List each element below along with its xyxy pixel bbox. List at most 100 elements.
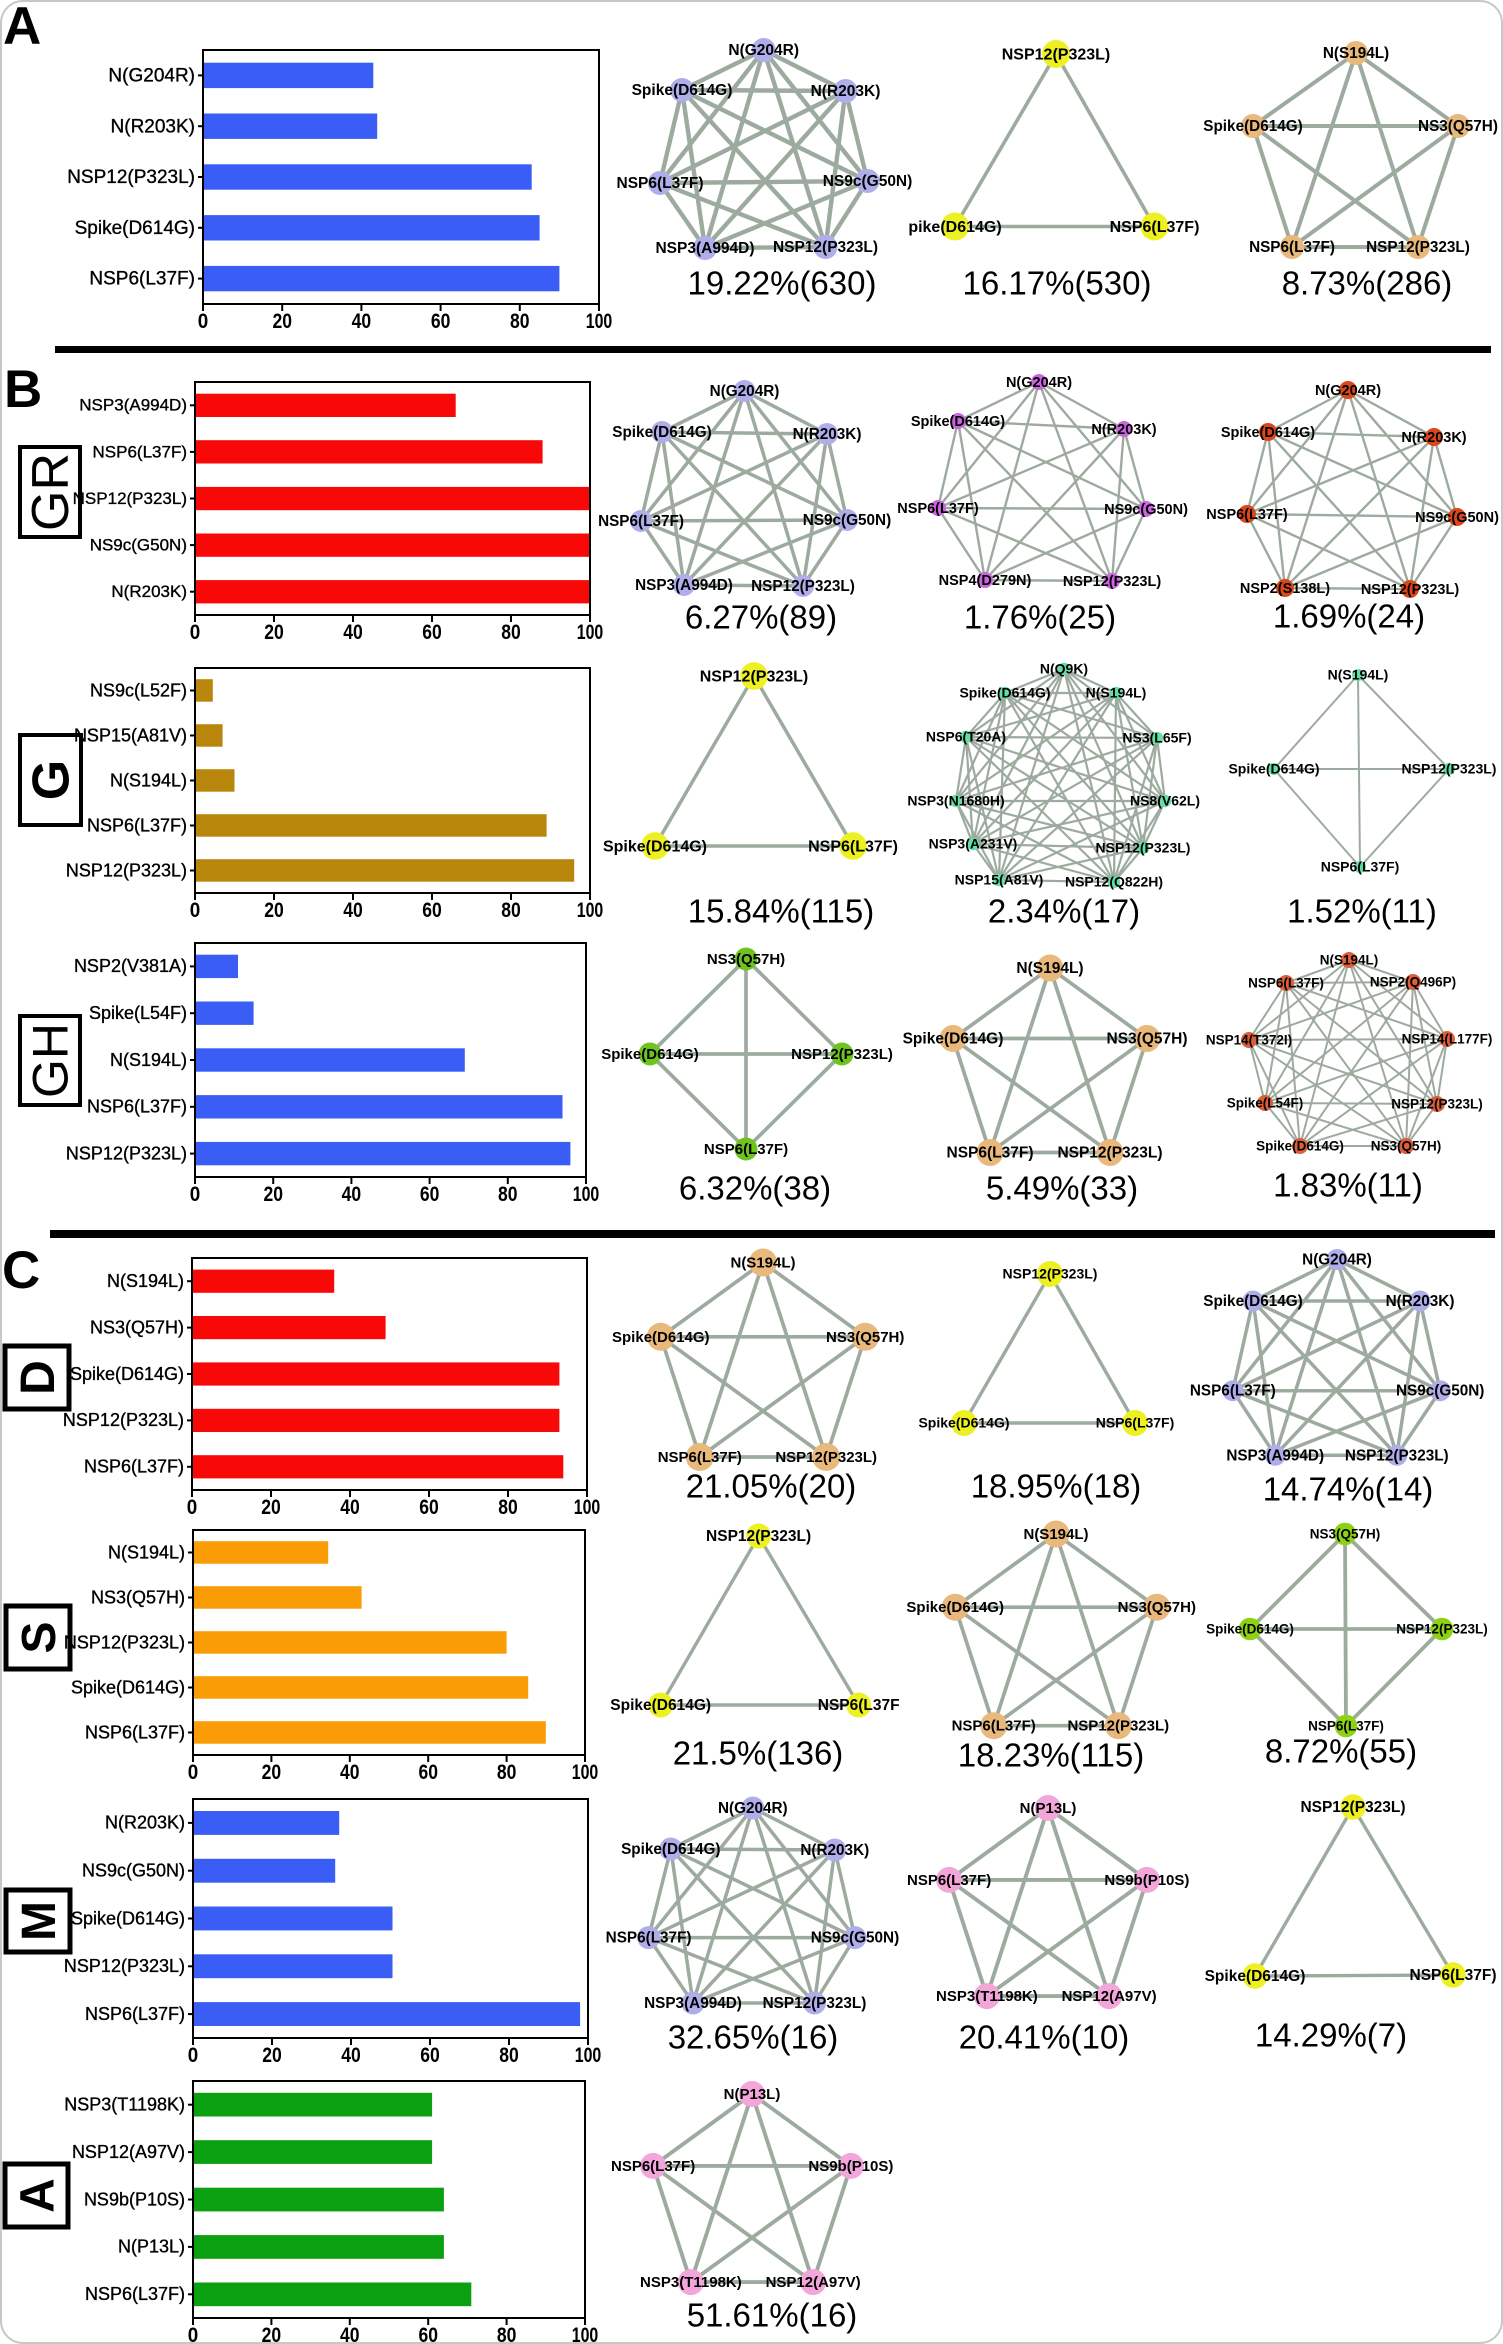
svg-text:NSP6(L37F): NSP6(L37F) xyxy=(808,838,898,855)
svg-text:A: A xyxy=(3,0,41,56)
svg-text:N(S194L): N(S194L) xyxy=(108,1542,185,1562)
svg-text:80: 80 xyxy=(497,1761,517,1784)
svg-text:100: 100 xyxy=(577,621,604,644)
svg-text:NSP2(S138L): NSP2(S138L) xyxy=(1240,581,1330,597)
svg-text:NS3(Q57H): NS3(Q57H) xyxy=(1371,1139,1442,1154)
svg-text:40: 40 xyxy=(340,1761,360,1784)
svg-text:60: 60 xyxy=(418,1761,438,1784)
svg-text:NSP12(P323L): NSP12(P323L) xyxy=(63,1410,184,1430)
svg-text:G: G xyxy=(23,760,81,800)
svg-text:40: 40 xyxy=(352,310,372,333)
svg-text:Spike(D614G): Spike(D614G) xyxy=(1221,425,1315,441)
svg-text:NSP12(P323L): NSP12(P323L) xyxy=(1402,761,1497,777)
svg-text:Spike(D614G): Spike(D614G) xyxy=(632,82,733,99)
svg-text:N(S194L): N(S194L) xyxy=(1086,685,1147,701)
svg-text:NSP2(V381A): NSP2(V381A) xyxy=(74,956,187,976)
svg-text:NSP6(L37F): NSP6(L37F) xyxy=(1096,1415,1175,1431)
svg-text:N(G204R): N(G204R) xyxy=(718,1800,788,1817)
svg-text:60: 60 xyxy=(420,2044,440,2067)
svg-text:20: 20 xyxy=(264,621,284,644)
svg-text:NSP6(L37F): NSP6(L37F) xyxy=(658,1449,742,1466)
svg-text:N(S194L): N(S194L) xyxy=(1016,960,1083,977)
svg-text:Spike(D614G): Spike(D614G) xyxy=(1205,1968,1306,1985)
svg-text:20: 20 xyxy=(262,2324,282,2344)
svg-text:NSP6(L37F): NSP6(L37F) xyxy=(1110,219,1200,236)
svg-text:N(R203K): N(R203K) xyxy=(105,1813,185,1833)
svg-text:5.49%(33): 5.49%(33) xyxy=(986,1170,1138,1207)
svg-text:NSP3(A994D): NSP3(A994D) xyxy=(655,240,754,257)
svg-text:A: A xyxy=(11,2178,64,2213)
svg-text:NS9b(P10S): NS9b(P10S) xyxy=(808,2158,893,2175)
svg-text:60: 60 xyxy=(420,1183,440,1206)
svg-text:Spike(D614G): Spike(D614G) xyxy=(1228,761,1319,777)
svg-text:N(P13L): N(P13L) xyxy=(118,2237,185,2257)
svg-text:NSP6(L37F): NSP6(L37F) xyxy=(85,2004,185,2024)
svg-text:N(S194L): N(S194L) xyxy=(1328,667,1389,683)
svg-text:NS3(Q57H): NS3(Q57H) xyxy=(707,951,785,968)
svg-text:NSP3(T1198K): NSP3(T1198K) xyxy=(640,2274,742,2291)
svg-text:NSP15(A81V): NSP15(A81V) xyxy=(955,872,1044,888)
svg-text:N(G204R): N(G204R) xyxy=(108,66,195,87)
svg-text:NSP12(P323L): NSP12(P323L) xyxy=(751,578,855,595)
svg-text:NSP6(L37F): NSP6(L37F) xyxy=(87,1097,187,1117)
svg-text:Spike(D614G): Spike(D614G) xyxy=(75,218,195,239)
svg-text:NS3(Q57H): NS3(Q57H) xyxy=(826,1329,904,1346)
svg-text:N(R203K): N(R203K) xyxy=(1401,430,1466,446)
svg-text:100: 100 xyxy=(572,2324,599,2344)
svg-text:60: 60 xyxy=(422,899,442,922)
svg-text:NSP12(P323L): NSP12(P323L) xyxy=(66,860,187,880)
svg-text:NSP6(L37F): NSP6(L37F) xyxy=(907,1872,991,1889)
svg-text:NSP6(L37F): NSP6(L37F) xyxy=(617,175,704,192)
svg-text:6.27%(89): 6.27%(89) xyxy=(685,599,837,636)
svg-text:Spike(D614G): Spike(D614G) xyxy=(70,1364,184,1384)
svg-text:NSP6(L37F): NSP6(L37F) xyxy=(611,2158,695,2175)
svg-text:NSP6(L37F): NSP6(L37F) xyxy=(85,2284,185,2304)
svg-text:0: 0 xyxy=(190,621,201,644)
svg-text:NSP6(L37F): NSP6(L37F) xyxy=(1248,976,1324,991)
svg-text:N(S194L): N(S194L) xyxy=(730,1255,795,1272)
svg-text:NSP4(D279N): NSP4(D279N) xyxy=(939,573,1032,589)
svg-text:40: 40 xyxy=(341,2044,361,2067)
svg-text:NSP12(P323L): NSP12(P323L) xyxy=(791,1046,893,1063)
svg-text:Spike(D614G): Spike(D614G) xyxy=(903,1031,1004,1048)
svg-text:NS9b(P10S): NS9b(P10S) xyxy=(1104,1872,1189,1889)
svg-text:NSP12(P323L): NSP12(P323L) xyxy=(64,1956,185,1976)
svg-text:NSP12(A97V): NSP12(A97V) xyxy=(1062,1988,1157,2005)
svg-text:M: M xyxy=(13,1901,66,1941)
svg-text:NS9c(G50N): NS9c(G50N) xyxy=(82,1861,185,1881)
svg-text:20: 20 xyxy=(262,1761,282,1784)
svg-text:100: 100 xyxy=(572,1761,599,1784)
svg-text:60: 60 xyxy=(431,310,451,333)
svg-text:NSP14(L177F): NSP14(L177F) xyxy=(1402,1032,1493,1047)
svg-text:NS3(Q57H): NS3(Q57H) xyxy=(90,1317,184,1337)
svg-text:51.61%(16): 51.61%(16) xyxy=(687,2297,858,2334)
svg-text:NSP3(A994D): NSP3(A994D) xyxy=(79,396,187,415)
svg-text:NSP6(L37F): NSP6(L37F) xyxy=(93,442,187,461)
svg-text:100: 100 xyxy=(575,2044,602,2067)
svg-text:NS3(Q57H): NS3(Q57H) xyxy=(91,1587,185,1607)
svg-text:NS9c(G50N): NS9c(G50N) xyxy=(803,512,891,529)
svg-text:NSP12(P323L): NSP12(P323L) xyxy=(1366,239,1470,256)
svg-text:N(R203K): N(R203K) xyxy=(793,426,862,443)
svg-text:6.32%(38): 6.32%(38) xyxy=(679,1170,831,1207)
svg-text:NSP12(P323L): NSP12(P323L) xyxy=(67,167,195,188)
svg-text:NSP14(T372I): NSP14(T372I) xyxy=(1206,1033,1292,1048)
svg-text:Spike(D614G): Spike(D614G) xyxy=(612,424,711,441)
svg-text:20: 20 xyxy=(261,1496,281,1519)
svg-text:NSP3(N1680H): NSP3(N1680H) xyxy=(907,793,1004,809)
svg-text:N(G204R): N(G204R) xyxy=(728,42,799,59)
svg-text:NSP6(L37F): NSP6(L37F) xyxy=(1321,859,1400,875)
svg-text:NS9c(G50N): NS9c(G50N) xyxy=(823,173,913,190)
svg-text:NSP3(A231V): NSP3(A231V) xyxy=(929,836,1018,852)
svg-text:15.84%(115): 15.84%(115) xyxy=(688,893,875,930)
svg-text:NS9c(G50N): NS9c(G50N) xyxy=(1104,502,1188,518)
svg-text:N(S194L): N(S194L) xyxy=(1323,45,1389,62)
svg-text:18.95%(18): 18.95%(18) xyxy=(971,1468,1142,1505)
svg-text:40: 40 xyxy=(340,2324,360,2344)
svg-text:NSP3(A994D): NSP3(A994D) xyxy=(644,1995,742,2012)
svg-text:0: 0 xyxy=(188,2324,199,2344)
svg-text:N(R203K): N(R203K) xyxy=(111,582,187,601)
svg-text:N(S194L): N(S194L) xyxy=(1023,1526,1088,1543)
svg-text:14.29%(7): 14.29%(7) xyxy=(1255,2017,1407,2054)
svg-text:Spike(D614G): Spike(D614G) xyxy=(603,838,707,855)
